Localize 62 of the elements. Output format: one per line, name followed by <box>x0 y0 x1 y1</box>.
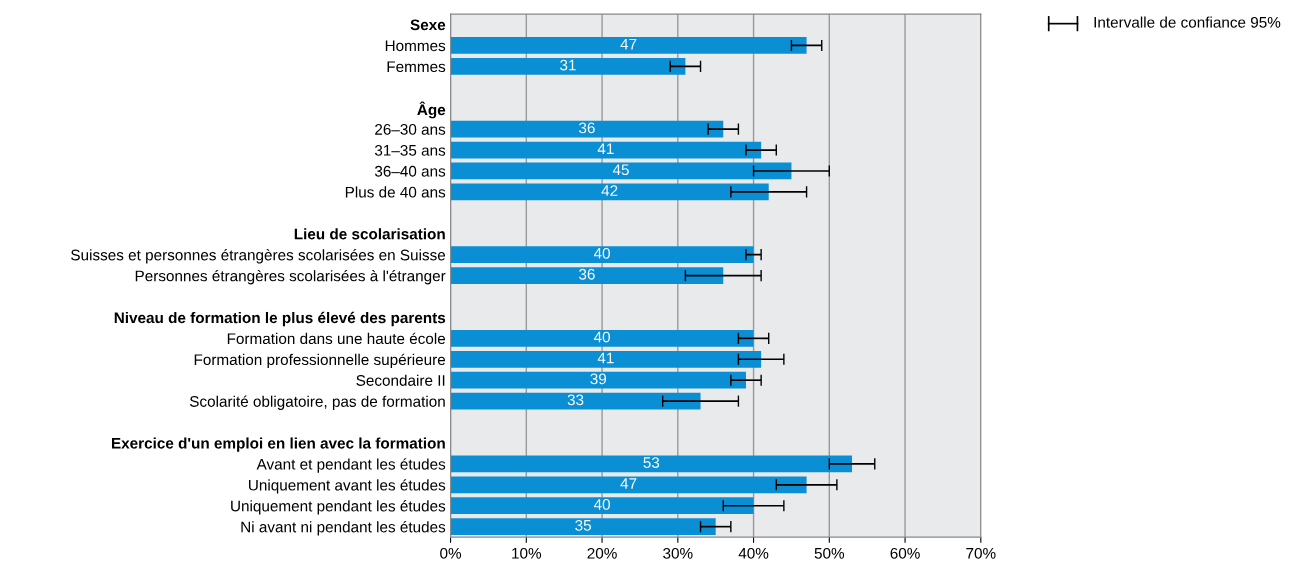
bar <box>450 141 762 159</box>
y-tick-label: Sexe <box>410 19 446 31</box>
x-tick-label: 70% <box>966 547 996 559</box>
y-tick-label: Femmes <box>387 61 446 73</box>
bar <box>450 392 701 410</box>
bar <box>450 267 724 284</box>
bar <box>450 455 853 473</box>
y-tick-label: Lieu de scolarisation <box>294 228 445 240</box>
y-tick-label: 31–35 ans <box>374 144 446 156</box>
y-tick-label: Âge <box>417 101 446 119</box>
bar <box>450 371 746 389</box>
y-tick-label: Niveau de formation le plus élevé des parents <box>114 311 446 327</box>
data-label: 40 <box>593 499 610 510</box>
data-label: 41 <box>597 143 614 155</box>
x-tick-label: 20% <box>587 547 617 559</box>
bar <box>450 162 792 180</box>
bar <box>450 183 769 201</box>
x-tick-label: 0% <box>440 547 462 559</box>
x-tick-label: 50% <box>814 547 845 559</box>
data-label: 45 <box>612 164 629 176</box>
x-tick-label: 60% <box>890 547 920 559</box>
bar <box>450 37 807 54</box>
bar <box>450 58 686 75</box>
y-tick-label: Avant et pendant les études <box>256 458 446 473</box>
bar <box>450 518 716 536</box>
y-tick-label: Ni avant ni pendant les études <box>241 521 446 536</box>
y-tick-label: 26–30 ans <box>375 124 446 135</box>
data-label: 40 <box>593 331 610 343</box>
y-tick-label: Formation dans une haute école <box>227 332 446 345</box>
y-tick-label: 36–40 ans <box>374 165 446 177</box>
data-label: 35 <box>575 519 591 531</box>
data-label: 36 <box>579 122 595 134</box>
y-tick-label: Scolarité obligatoire, pas de formation <box>189 395 445 410</box>
data-label: 33 <box>567 394 584 406</box>
y-tick-label: Suisses et personnes étrangères scolarisées en Suisse <box>71 249 446 264</box>
x-tick-label: 30% <box>663 547 693 559</box>
y-tick-label: Uniquement pendant les études <box>231 500 446 515</box>
bar <box>450 350 762 368</box>
text: Intervalle de confiance 95% <box>1094 16 1281 28</box>
y-tick-label: Formation professionnelle supérieure <box>194 353 446 369</box>
bar <box>450 329 754 347</box>
bar <box>450 246 754 264</box>
x-tick-label: 40% <box>738 547 769 559</box>
y-tick-label: Plus de 40 ans <box>345 186 446 198</box>
data-label: 53 <box>643 457 660 468</box>
data-label: 41 <box>597 352 614 364</box>
data-label: 31 <box>560 59 576 71</box>
y-tick-label: Exercice d'un emploi en lien avec la formation <box>111 437 445 452</box>
data-label: 47 <box>620 478 637 489</box>
x-tick-label: 10% <box>512 547 542 559</box>
y-tick-label: Personnes étrangères scolarisées à l'étranger <box>135 269 446 285</box>
bar <box>450 476 807 494</box>
y-tick-label: Hommes <box>385 40 446 52</box>
data-label: 47 <box>620 38 637 50</box>
data-label: 40 <box>593 247 610 259</box>
data-label: 36 <box>579 268 595 280</box>
bar <box>450 497 754 515</box>
data-label: 39 <box>590 373 607 385</box>
y-tick-label: Uniquement avant les études <box>249 479 446 494</box>
data-label: 42 <box>601 185 618 196</box>
y-tick-label: Secondaire II <box>356 374 445 386</box>
bar <box>450 120 724 138</box>
